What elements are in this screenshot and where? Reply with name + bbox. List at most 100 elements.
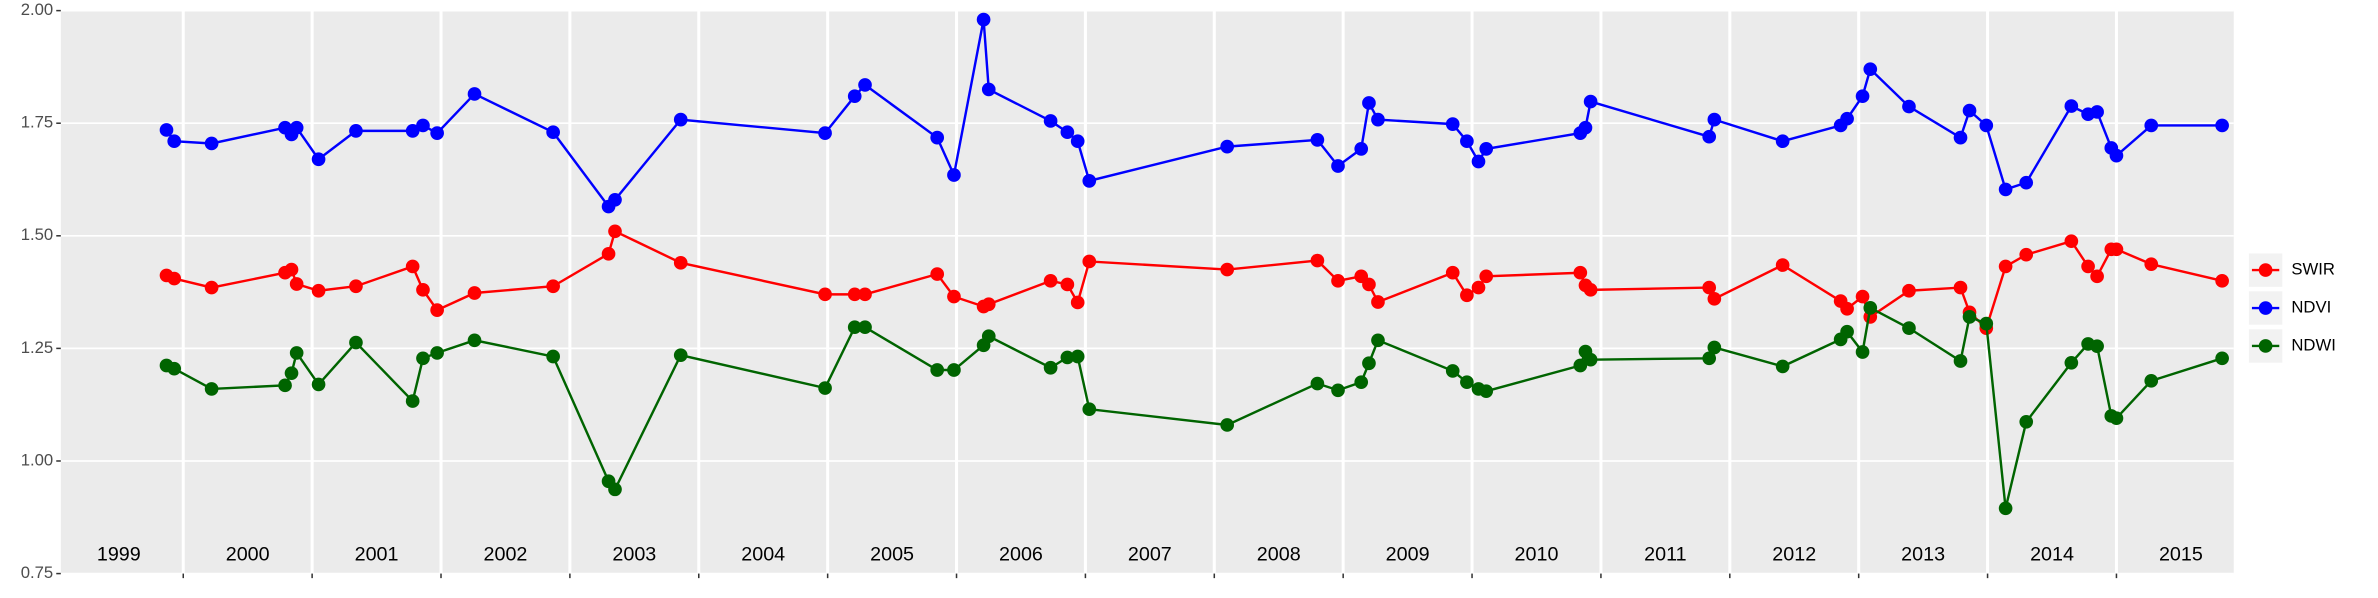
legend-label: SWIR [2291,260,2335,279]
point [289,346,304,360]
point [673,255,688,270]
point [2081,259,2095,274]
year-label: 2013 [1901,544,1945,566]
point [1962,103,1977,118]
point [1855,89,1870,104]
point [1979,118,1994,133]
point [981,329,996,344]
point [1445,364,1460,378]
point [1775,258,1790,272]
point [546,125,560,140]
point [2144,373,2159,388]
point [159,123,174,137]
point [976,12,991,27]
point [858,78,872,92]
year-label: 2008 [1257,544,1301,566]
point [1953,280,1968,295]
point [1775,134,1790,149]
point [1863,62,1878,76]
point [1331,159,1345,173]
point [2215,274,2229,288]
point [1855,289,1870,304]
point [1310,253,1325,268]
point [1354,142,1369,156]
point [1220,262,1235,277]
point [1331,274,1345,288]
point [1855,345,1870,359]
point [1863,301,1878,315]
point [1998,259,2013,274]
year-label: 2015 [2159,544,2203,566]
point [1479,269,1494,284]
point [1707,292,1722,306]
point [1583,352,1598,367]
point [1460,375,1474,390]
point [546,349,560,364]
year-label: 2014 [2030,544,2074,566]
point [981,297,996,312]
point [1070,295,1085,310]
point [1371,112,1385,127]
point [204,280,219,295]
point [608,482,622,497]
point [349,279,363,294]
point [2064,99,2079,113]
point [608,192,622,207]
point [1445,265,1460,280]
point [467,333,482,348]
point [947,289,961,304]
point [1060,350,1075,365]
point [467,87,482,101]
point [1840,111,1854,126]
year-label: 2002 [484,544,528,566]
legend-point [2258,339,2273,353]
point [1702,280,1717,295]
year-label: 2000 [226,544,270,566]
point [284,366,299,380]
year-label: 2009 [1386,544,1430,566]
point [405,394,420,408]
point [2144,257,2159,272]
point [1082,254,1097,269]
y-tick-label: 1.50 [21,225,53,244]
point [2109,148,2124,163]
point [1979,316,1994,331]
point [847,89,862,104]
point [1902,283,1916,298]
point [2064,234,2079,249]
point [1471,280,1486,295]
point [1953,130,1968,145]
year-label: 2001 [355,544,399,566]
point [1362,96,1376,110]
year-label: 2004 [741,544,785,566]
year-label: 1999 [97,544,141,566]
point [847,320,862,335]
year-label: 2010 [1515,544,1559,566]
point [405,259,420,274]
point [947,363,961,377]
point [1460,134,1474,149]
point [1953,354,1968,368]
point [1962,310,1977,324]
point [1043,114,1058,128]
point [546,279,560,294]
y-tick-label: 0.75 [21,563,53,582]
point [2019,175,2034,190]
point [1702,351,1717,366]
point [1460,288,1474,303]
year-label: 2003 [612,544,656,566]
point [349,124,363,138]
y-tick-label: 1.00 [21,450,53,469]
year-label: 2012 [1772,544,1816,566]
point [2090,269,2104,284]
point [311,377,326,392]
point [1371,295,1385,309]
point [467,286,482,300]
point [1060,277,1075,292]
point [204,382,219,396]
point [1479,142,1494,156]
point [858,287,872,302]
point [1082,402,1097,417]
point [204,136,219,151]
